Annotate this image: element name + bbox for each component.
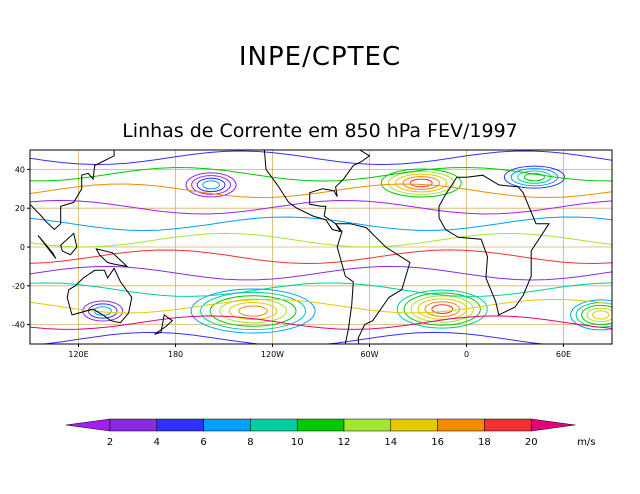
streamline [570,299,612,331]
streamline [396,289,488,329]
colorbar-arrow-left [65,418,111,432]
streamline [82,300,124,322]
streamline [424,301,461,317]
lon-tick-label: 0 [464,350,469,359]
streamline [196,177,226,193]
colorbar-segment [390,418,438,432]
coastline [66,267,133,324]
streamline [209,295,297,327]
colorbar-label: 16 [431,437,444,448]
colorbar-segment [250,418,298,432]
streamline [30,232,612,248]
streamline [395,173,448,193]
streamline [185,172,237,198]
streamline [517,170,552,184]
colorbar-label: 12 [338,437,351,448]
colorbar: 2 4 6 8 10 12 14 16 18 20 m/s [65,418,596,448]
colorbar-arrow-right [530,418,576,432]
colorbar-segment [484,418,532,432]
coastline [30,150,115,231]
colorbar-unit: m/s [577,437,595,448]
lat-tick-label: -40 [12,321,25,330]
streamline [30,183,612,199]
streamline [200,291,307,331]
coastline [263,150,371,233]
lon-tick-label: 120E [68,350,88,359]
streamline [191,175,232,195]
streamline [228,302,278,320]
colorbar-segment [437,418,485,432]
coastline [95,248,129,268]
streamline [30,298,612,314]
streamline [30,199,612,215]
coastlines [30,150,550,344]
colorbar-segment [156,418,204,432]
lon-tick-label: 60W [360,350,378,359]
lon-tick-label: 60E [556,350,571,359]
streamline [30,166,612,182]
streamline [219,298,287,324]
colorbar-segment [203,418,251,432]
streamline [30,150,612,166]
lon-tick-label: 120W [261,350,284,359]
grid-lines [30,150,612,344]
streamline [380,168,462,198]
lat-tick-label: -20 [12,282,25,291]
streamline [410,295,474,323]
streamline [87,303,118,319]
streamline [190,288,316,334]
coastline [154,314,174,335]
colorbar-label: 6 [200,437,206,448]
lat-tick-label: 0 [20,243,25,252]
streamline [523,172,545,182]
streamline [30,282,612,297]
colorbar-label: 10 [291,437,304,448]
streamline [30,315,612,330]
lon-tick-label: 180 [168,350,183,359]
streamlines [30,150,612,344]
axis-ticks: 40 20 0 -20 -40 120E 180 120W 60W 0 60E [12,165,571,359]
colorbar-segment [343,418,392,432]
colorbar-label: 14 [384,437,397,448]
coastline [438,174,550,316]
streamline [503,165,565,189]
map-title: Linhas de Corrente em 850 hPa FEV/1997 [122,120,518,142]
streamline [402,176,440,190]
streamline [30,216,612,232]
streamline [30,265,612,281]
colorbar-segment [109,418,158,432]
streamline [409,178,433,188]
streamline [575,302,612,328]
colorbar-segment [296,418,345,432]
lat-tick-label: 20 [15,204,25,213]
colorbar-label: 4 [154,437,160,448]
coastline [37,235,57,259]
streamline [581,304,612,325]
colorbar-label: 8 [247,437,253,448]
colorbar-label: 18 [478,437,491,448]
streamline [431,304,454,314]
streamline [30,331,612,344]
streamline [202,180,220,190]
coastline [334,223,411,344]
streamline [592,310,610,320]
coastline [60,232,78,256]
streamline [238,305,268,317]
colorbar-label: 20 [525,437,538,448]
lat-tick-label: 40 [15,165,25,174]
app-title: INPE/CPTEC [238,42,402,72]
streamline [586,307,612,323]
coastline [457,150,462,151]
colorbar-label: 2 [107,437,113,448]
streamline [403,292,481,326]
streamline [388,171,455,195]
